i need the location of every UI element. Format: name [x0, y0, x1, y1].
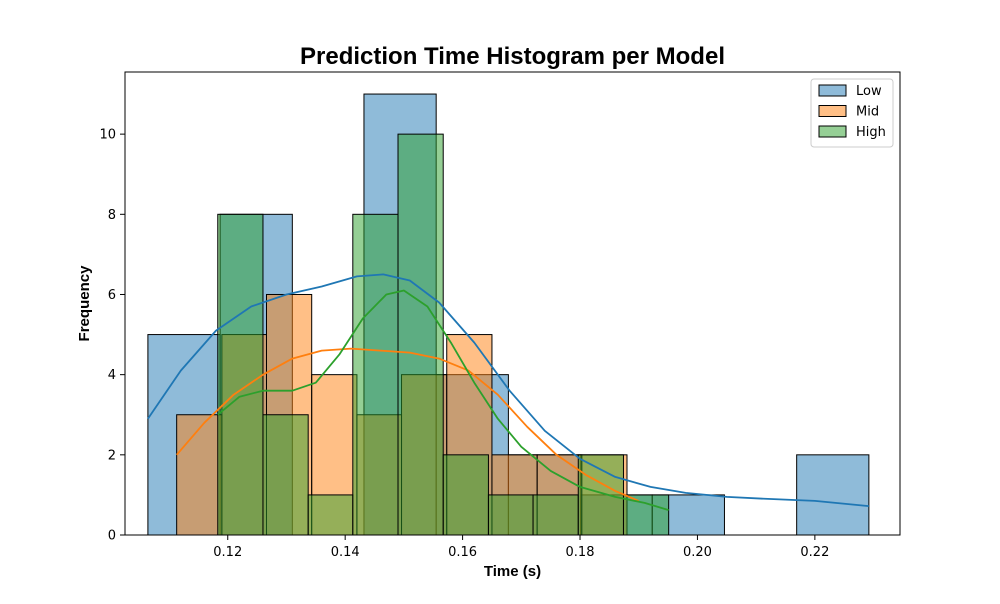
y-tick-label: 10 — [99, 128, 116, 143]
legend-label-mid: Mid — [856, 105, 879, 120]
legend-label-low: Low — [856, 84, 882, 99]
bar-high-4 — [397, 133, 444, 536]
legend-swatch-low — [818, 84, 847, 97]
x-axis-label: Time (s) — [484, 563, 541, 580]
bar-high-6 — [487, 494, 534, 536]
y-tick-label: 4 — [108, 368, 116, 383]
x-tick-label: 0.20 — [683, 545, 712, 560]
legend-label-high: High — [856, 125, 886, 140]
bar-high-3 — [352, 213, 399, 536]
bar-high-1 — [262, 414, 309, 536]
kde-line-low — [147, 273, 869, 507]
x-tick-label: 0.18 — [566, 545, 595, 560]
kde-layer — [147, 273, 869, 511]
y-tick-label: 6 — [108, 288, 116, 303]
bar-mid-0 — [176, 414, 223, 536]
y-tick-label: 2 — [108, 448, 116, 463]
bar-high-7 — [532, 494, 579, 536]
chart-title: Prediction Time Histogram per Model — [300, 43, 725, 70]
legend-swatch-mid — [818, 105, 847, 117]
bar-high-0 — [217, 213, 264, 536]
bar-high-8 — [577, 454, 624, 536]
bar-high-2 — [307, 494, 354, 536]
bars-layer — [147, 93, 870, 536]
legend: Low Mid High — [810, 78, 894, 148]
kde-line-high — [217, 289, 669, 511]
bar-low-9 — [796, 454, 870, 536]
y-axis-label: Frequency — [76, 265, 93, 342]
plot-frame — [124, 71, 901, 536]
ticks-layer: 0.12 0.14 0.16 0.18 0.20 0.22 0 2 4 6 8 10 — [99, 128, 829, 560]
x-tick-label: 0.12 — [213, 545, 242, 560]
y-tick-label: 0 — [108, 529, 116, 544]
x-tick-label: 0.14 — [331, 545, 360, 560]
bar-high-9 — [622, 494, 670, 536]
y-tick-label: 8 — [108, 208, 116, 223]
x-tick-label: 0.16 — [448, 545, 477, 560]
legend-swatch-high — [818, 125, 847, 138]
kde-line-mid — [176, 347, 640, 502]
bar-high-5 — [442, 454, 489, 536]
x-tick-label: 0.22 — [800, 545, 829, 560]
